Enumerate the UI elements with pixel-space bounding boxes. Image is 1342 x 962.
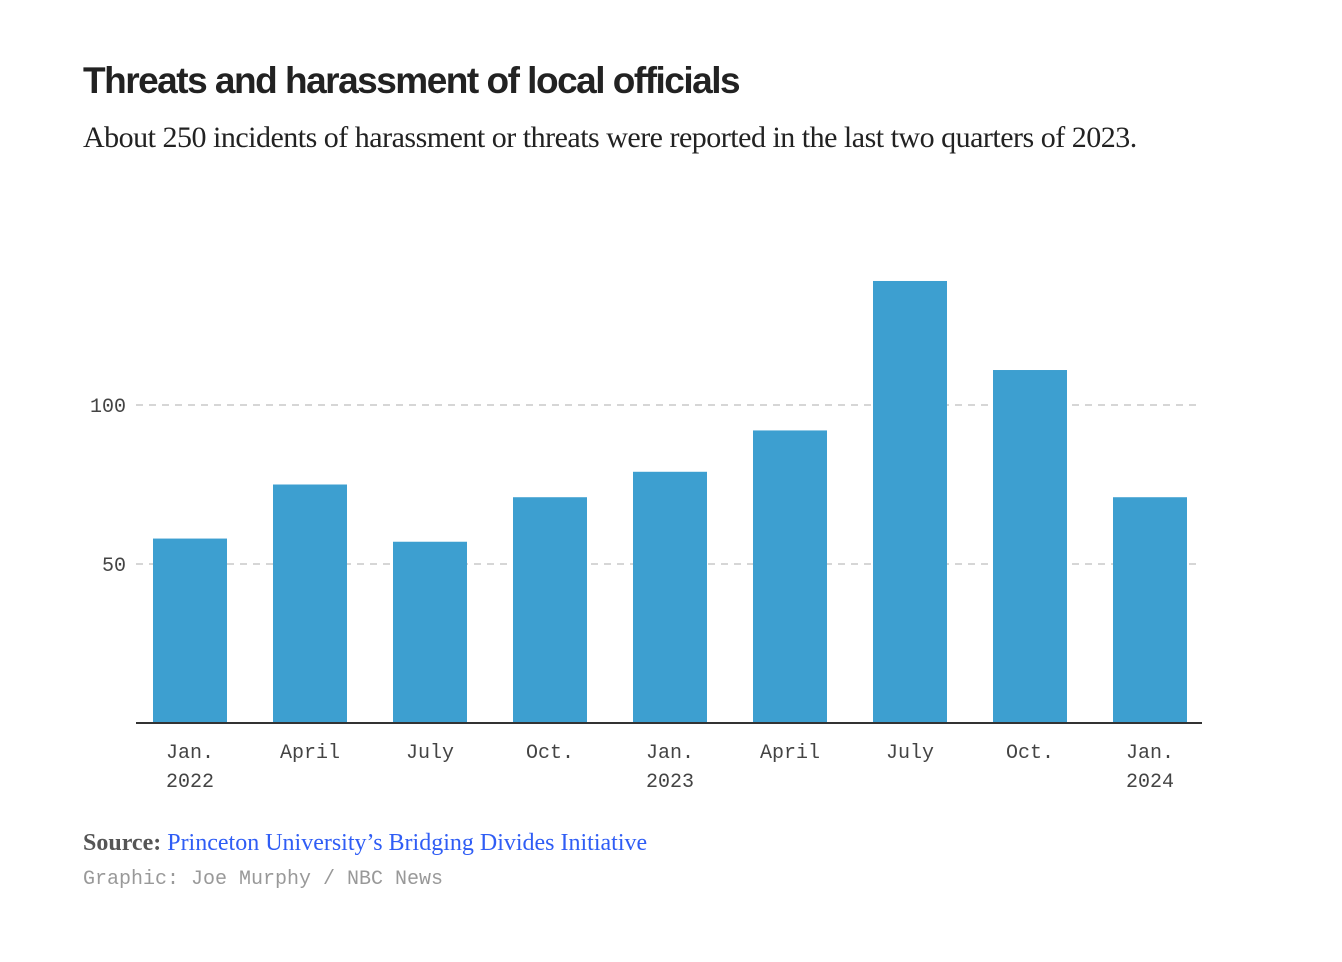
bar	[153, 538, 227, 723]
bar	[753, 430, 827, 723]
bar	[1113, 497, 1187, 723]
x-tick-label: July	[886, 742, 934, 765]
x-tick-label: July	[406, 742, 454, 765]
graphic-credit: Graphic: Joe Murphy / NBC News	[83, 868, 444, 891]
bar	[993, 370, 1067, 723]
y-tick-label: 100	[90, 396, 126, 419]
x-tick-label: Oct.	[1006, 742, 1054, 765]
bar	[633, 471, 707, 723]
x-tick-label: Jan.	[646, 742, 694, 765]
x-tick-year: 2023	[646, 771, 694, 794]
x-tick-label: Jan.	[1126, 742, 1174, 765]
x-tick-label: Jan.	[166, 742, 214, 765]
bar	[513, 497, 587, 723]
x-tick-label: April	[280, 742, 340, 765]
source-line: Source: Princeton University’s Bridging …	[83, 830, 647, 857]
source-label: Source:	[83, 830, 162, 856]
bar	[273, 484, 347, 723]
x-tick-year: 2024	[1126, 771, 1174, 794]
x-tick-label: April	[760, 742, 820, 765]
x-tick-year: 2022	[166, 771, 214, 794]
y-tick-label: 50	[102, 555, 126, 578]
bar	[873, 280, 947, 723]
x-tick-label: Oct.	[526, 742, 574, 765]
chart-title: Threats and harassment of local official…	[83, 60, 741, 101]
source-link[interactable]: Princeton University’s Bridging Divides …	[167, 830, 648, 856]
bar	[393, 541, 467, 723]
chart-subtitle: About 250 incidents of harassment or thr…	[83, 121, 1137, 154]
